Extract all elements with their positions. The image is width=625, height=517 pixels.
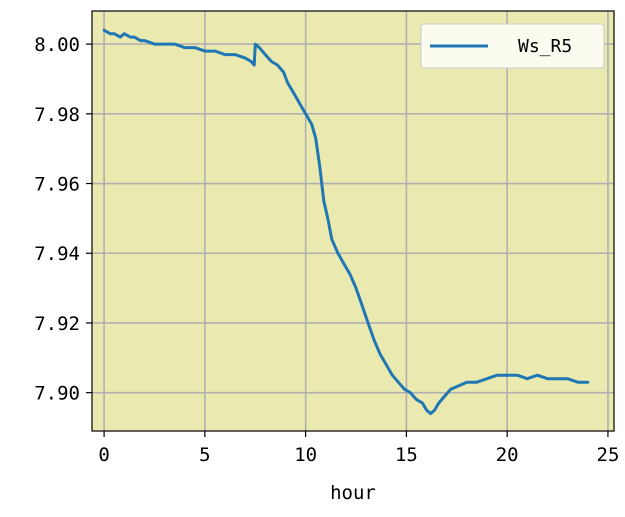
y-tick-label: 7.98 <box>34 104 80 126</box>
series-line-ws-r5 <box>102 28 590 416</box>
y-tick-label: 7.92 <box>34 313 80 335</box>
x-tick-label: 25 <box>597 444 620 466</box>
x-axis: 0 5 10 15 20 25 <box>98 431 619 466</box>
x-tick-label: 10 <box>294 444 317 466</box>
y-tick-label: 7.94 <box>34 243 80 265</box>
series-layer <box>102 28 590 416</box>
y-tick-label: 8.00 <box>34 34 80 56</box>
x-axis-title: hour <box>330 482 376 504</box>
y-axis: 7.90 7.92 7.94 7.96 7.98 8.00 <box>34 34 92 405</box>
plot-frame <box>91 10 615 432</box>
legend-label-ws-r5: Ws_R5 <box>518 36 572 57</box>
x-tick-label: 15 <box>395 444 418 466</box>
plot-area <box>92 11 614 431</box>
x-tick-label: 5 <box>199 444 210 466</box>
x-tick-label: 20 <box>496 444 519 466</box>
legend-box <box>420 23 605 69</box>
y-tick-label: 7.96 <box>34 174 80 196</box>
y-tick-label: 7.90 <box>34 383 80 405</box>
x-tick-label: 0 <box>98 444 109 466</box>
legend: Ws_R5 <box>420 23 605 69</box>
